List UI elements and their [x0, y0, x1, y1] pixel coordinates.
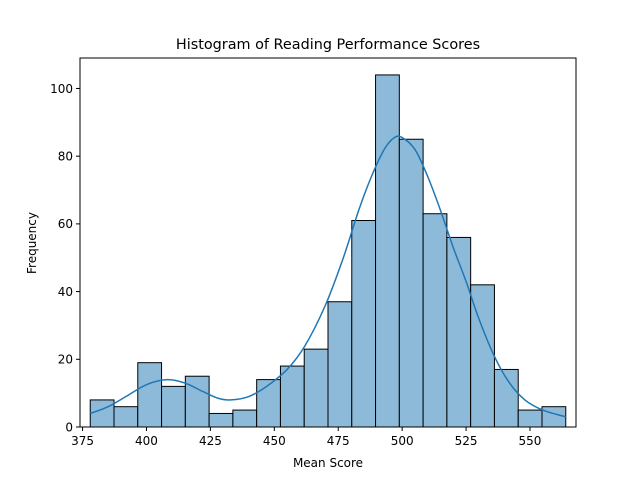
histogram-bar-8 — [256, 379, 281, 428]
x-axis-label: Mean Score — [293, 456, 363, 470]
histogram-bar-3 — [137, 362, 163, 428]
histogram-bar-9 — [279, 365, 305, 428]
histogram-bar-2 — [113, 406, 139, 428]
x-tick-label: 475 — [327, 434, 350, 448]
y-tick-label: 100 — [50, 82, 73, 96]
histogram-bar-12 — [351, 219, 377, 428]
histogram-bar-16 — [446, 236, 472, 428]
y-tick-label: 20 — [58, 353, 73, 367]
x-tick-label: 425 — [199, 434, 222, 448]
x-tick-label: 400 — [135, 434, 158, 448]
histogram-bar-10 — [303, 348, 329, 428]
histogram-bar-7 — [232, 409, 258, 428]
x-tick-label: 375 — [71, 434, 94, 448]
histogram-bar-1 — [89, 399, 115, 428]
kde-density-line — [89, 135, 566, 418]
histogram-bar-14 — [398, 138, 424, 428]
histogram-bar-13 — [375, 74, 400, 428]
y-tick-label: 40 — [58, 285, 73, 299]
y-tick-label: 0 — [65, 420, 73, 434]
histogram-bar-19 — [517, 409, 543, 428]
x-tick-label: 450 — [263, 434, 286, 448]
kde-layer — [89, 135, 566, 418]
y-axis-label: Frequency — [25, 212, 39, 274]
x-tick-label: 525 — [455, 434, 478, 448]
y-tick-label: 60 — [58, 217, 73, 231]
plot-frame — [79, 57, 577, 428]
x-tick-label: 500 — [391, 434, 414, 448]
y-axis-ticks: 0 20 40 60 80 100 — [50, 82, 80, 434]
histogram-bar-6 — [208, 412, 234, 428]
y-tick-label: 80 — [58, 149, 73, 163]
x-axis-ticks: 375 400 425 450 475 500 525 550 — [71, 427, 541, 448]
histogram-bar-15 — [422, 213, 448, 428]
x-tick-label: 550 — [519, 434, 542, 448]
histogram-bar-11 — [327, 301, 353, 428]
histogram-bar-4 — [161, 385, 186, 428]
chart-title: Histogram of Reading Performance Scores — [176, 37, 480, 53]
histogram-bar-20 — [541, 406, 567, 428]
